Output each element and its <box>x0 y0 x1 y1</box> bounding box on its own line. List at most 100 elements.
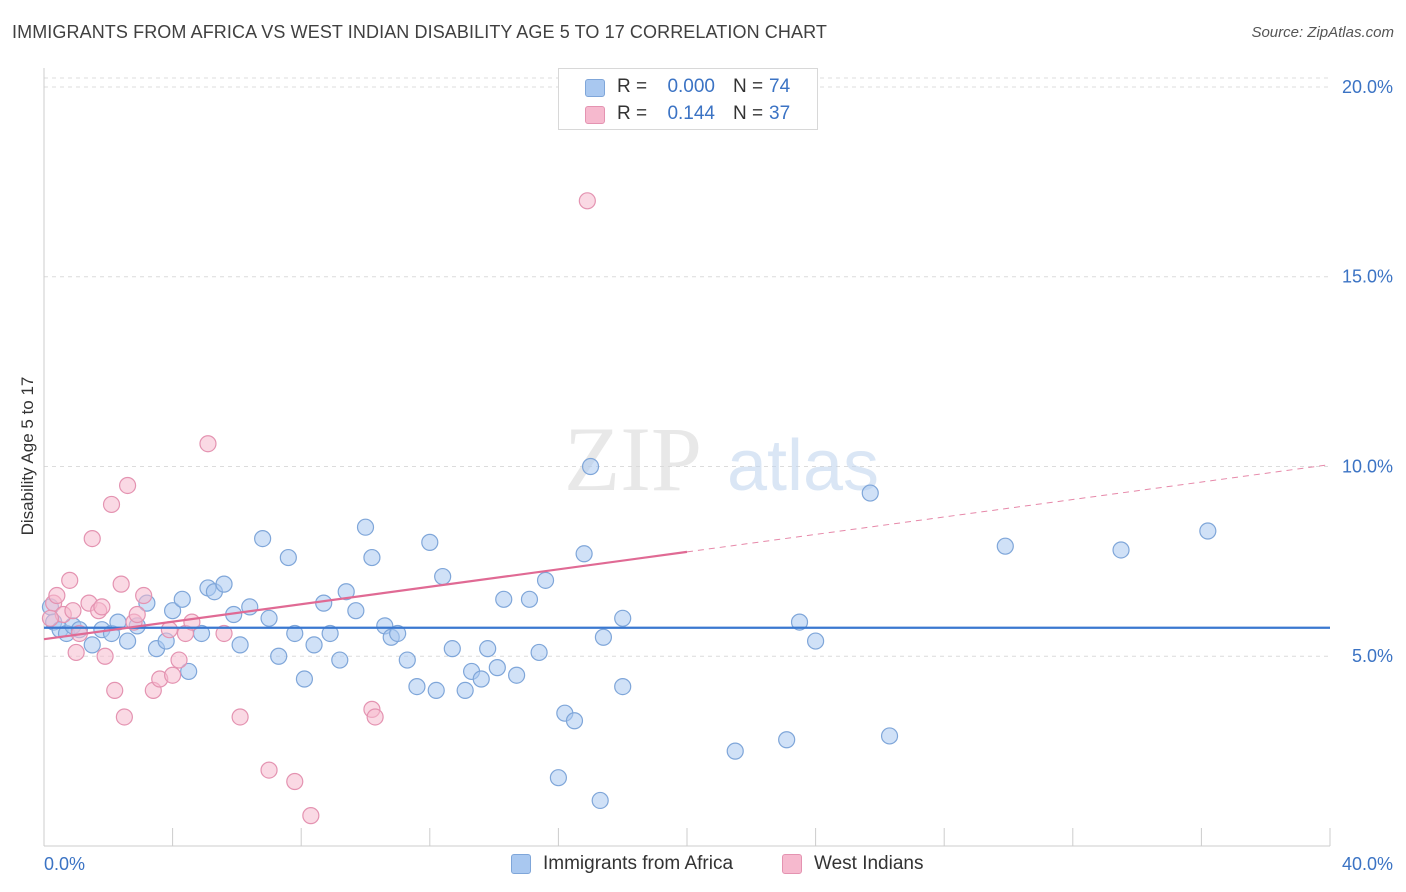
watermark-atlas: atlas <box>727 426 879 506</box>
west-indians-point <box>48 586 66 605</box>
africa-point <box>495 590 513 608</box>
africa-point <box>331 651 349 669</box>
west-indians-point <box>93 598 111 616</box>
west-indians-point <box>115 708 133 726</box>
africa-point <box>614 609 632 627</box>
africa-point <box>118 632 137 650</box>
africa-point <box>488 659 506 677</box>
africa-point <box>389 624 407 643</box>
africa-point <box>315 594 333 612</box>
correlation-legend: R = 0.000 N = 74 R = 0.144 N = 37 <box>558 68 818 130</box>
data-points <box>41 192 1217 825</box>
x-tick-label-max: 40.0% <box>1342 854 1393 874</box>
africa-point <box>565 712 584 730</box>
africa-point <box>575 545 593 563</box>
africa-point <box>254 529 272 548</box>
bottom-legend-label: Immigrants from Africa <box>543 853 734 874</box>
y-tick-label: 15.0% <box>1342 267 1393 287</box>
legend-r-value: 0.144 <box>667 103 715 124</box>
africa-point <box>806 632 825 650</box>
bottom-legend-label: West Indians <box>814 853 924 874</box>
africa-point <box>443 640 461 658</box>
africa-point <box>421 533 439 551</box>
africa-point <box>520 590 539 608</box>
legend-row-west-indians: R = 0.144 N = 37 <box>559 101 817 127</box>
legend-n-value: 37 <box>769 103 791 124</box>
africa-point <box>434 567 452 586</box>
y-tick-label: 10.0% <box>1342 456 1393 476</box>
legend-row-africa: R = 0.000 N = 74 <box>559 74 817 100</box>
africa-point <box>472 670 490 688</box>
west-indians-point <box>64 602 82 620</box>
west-indians-point <box>578 192 596 210</box>
west-indians-point <box>112 575 130 593</box>
x-tick-label-min: 0.0% <box>44 854 85 874</box>
west-indians-trend-line <box>43 550 688 641</box>
west-indians-point <box>118 476 137 495</box>
west-indians-point <box>106 681 124 700</box>
west-indians-point <box>170 651 188 669</box>
africa-point <box>996 537 1014 555</box>
legend-n-value: 74 <box>769 76 791 97</box>
y-tick-label: 5.0% <box>1352 646 1393 666</box>
africa-point <box>337 583 355 601</box>
west-indians-point <box>164 666 182 684</box>
africa-point <box>305 636 323 654</box>
gridlines <box>44 77 1330 657</box>
west-indians-point <box>135 586 153 605</box>
africa-point <box>347 602 365 620</box>
legend-r-value: 0.000 <box>667 76 715 97</box>
africa-point <box>790 613 809 631</box>
africa-point <box>726 742 744 760</box>
africa-point <box>591 791 609 810</box>
africa-point <box>880 727 899 745</box>
watermark-zip: ZIP <box>564 408 702 510</box>
west-indians-trend-extension <box>686 464 1331 553</box>
legend-n-label: N = <box>733 76 764 97</box>
legend-r-label: R = <box>617 76 648 97</box>
africa-point <box>861 484 879 502</box>
africa-point <box>215 575 233 593</box>
bottom-legend-swatch-blue <box>511 854 531 874</box>
legend-r-label: R = <box>617 103 648 124</box>
source-label: Source: ZipAtlas.com <box>1251 24 1394 41</box>
west-indians-point <box>41 609 60 627</box>
africa-point <box>321 624 339 643</box>
west-indians-point <box>102 495 121 514</box>
legend-n-label: N = <box>733 103 764 124</box>
africa-point <box>356 518 375 536</box>
west-indians-point <box>67 643 85 662</box>
y-tick-labels: 5.0% 10.0% 15.0% 20.0% <box>1342 77 1393 666</box>
west-indians-point <box>302 807 320 825</box>
africa-point <box>614 678 632 696</box>
west-indians-point <box>286 772 304 791</box>
africa-point <box>456 681 474 700</box>
legend-swatch-pink <box>585 106 605 124</box>
africa-point <box>594 628 613 646</box>
west-indians-point <box>231 708 249 726</box>
west-indians-point <box>61 571 79 589</box>
west-indians-point <box>96 647 114 665</box>
y-tick-label: 20.0% <box>1342 77 1393 97</box>
africa-point <box>581 457 600 476</box>
legend-swatch-blue <box>585 79 605 97</box>
west-indians-point <box>128 605 146 624</box>
west-indians-point <box>260 761 278 779</box>
africa-point <box>1199 522 1217 540</box>
y-axis-title: Disability Age 5 to 17 <box>18 376 37 536</box>
africa-point <box>286 624 304 643</box>
bottom-legend-swatch-pink <box>782 854 802 874</box>
africa-point <box>295 670 314 688</box>
chart-title: IMMIGRANTS FROM AFRICA VS WEST INDIAN DI… <box>12 22 827 42</box>
africa-point <box>508 666 526 684</box>
africa-point <box>180 662 198 681</box>
africa-point <box>549 769 568 787</box>
africa-point <box>778 731 796 749</box>
africa-point <box>408 678 426 696</box>
west-indians-point <box>83 529 101 548</box>
africa-point <box>173 590 191 608</box>
africa-point <box>536 571 555 589</box>
africa-point <box>363 548 381 567</box>
west-indians-point <box>160 621 178 639</box>
